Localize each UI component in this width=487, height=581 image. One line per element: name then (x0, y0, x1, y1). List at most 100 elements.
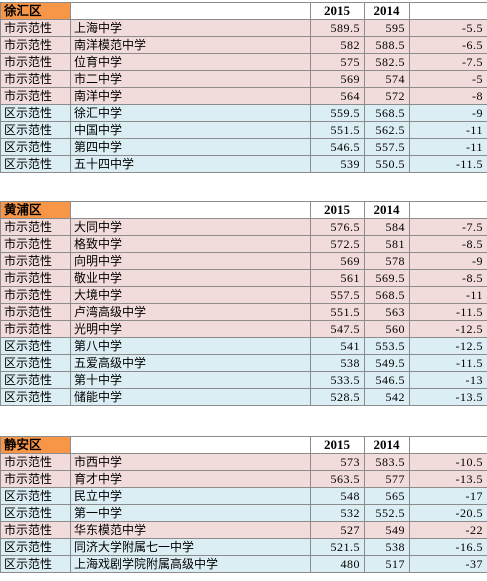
table-row: 区示范性 民立中学 548 565 -17 (0, 487, 487, 505)
score-2015: 582 (310, 36, 365, 54)
table-row: 区示范性 第四中学 546.5 557.5 -11 (0, 138, 487, 156)
score-difference: -16.5 (409, 538, 487, 556)
table-row: 市示范性 大境中学 557.5 568.5 -11 (0, 286, 487, 304)
score-difference: -37 (409, 555, 487, 573)
table-row: 市示范性 格致中学 572.5 581 -8.5 (0, 235, 487, 253)
score-2014: 578 (364, 252, 410, 270)
score-2015: 538 (310, 354, 365, 372)
table-row: 市示范性 光明中学 547.5 560 -12.5 (0, 320, 487, 338)
school-name: 第四中学 (70, 138, 311, 156)
score-2014: 583.5 (364, 453, 410, 471)
score-difference: -6.5 (409, 36, 487, 54)
score-2014: 584 (364, 218, 410, 236)
school-type: 市示范性 (0, 218, 71, 236)
score-difference: -11 (409, 138, 487, 156)
score-2014: 542 (364, 388, 410, 406)
section-xuhui: 徐汇区 2015 2014 市示范性 上海中学 589.5 595 -5.5 市示范性 南洋模范中… (0, 2, 487, 173)
score-difference: -8 (409, 87, 487, 105)
score-2014: 574 (364, 70, 410, 88)
score-2014: 538 (364, 538, 410, 556)
school-type: 区示范性 (0, 504, 71, 522)
score-2015: 576.5 (310, 218, 365, 236)
score-difference: -13.5 (409, 388, 487, 406)
school-type: 区示范性 (0, 155, 71, 173)
score-difference: -7.5 (409, 218, 487, 236)
table-row: 区示范性 同济大学附属七一中学 521.5 538 -16.5 (0, 538, 487, 556)
score-2014: 572 (364, 87, 410, 105)
score-table-xuhui: 徐汇区 2015 2014 市示范性 上海中学 589.5 595 -5.5 市示范性 南洋模范中… (0, 2, 487, 173)
school-name: 上海中学 (70, 19, 311, 37)
table-row: 市示范性 育才中学 563.5 577 -13.5 (0, 470, 487, 488)
score-difference: -8.5 (409, 235, 487, 253)
score-2014: 549 (364, 521, 410, 539)
score-table-huangpu: 黄浦区 2015 2014 市示范性 大同中学 576.5 584 -7.5 市示范性 格致中学 5… (0, 201, 487, 406)
school-type: 市示范性 (0, 453, 71, 471)
score-2014: 553.5 (364, 337, 410, 355)
table-row: 区示范性 第一中学 532 552.5 -20.5 (0, 504, 487, 522)
school-name: 南洋模范中学 (70, 36, 311, 54)
school-type: 区示范性 (0, 337, 71, 355)
table-row: 市示范性 敬业中学 561 569.5 -8.5 (0, 269, 487, 287)
score-2015: 573 (310, 453, 365, 471)
score-2015: 551.5 (310, 303, 365, 321)
score-2014: 569.5 (364, 269, 410, 287)
year-2014-header: 2014 (364, 201, 410, 219)
header-blank (70, 2, 311, 20)
school-type: 区示范性 (0, 388, 71, 406)
school-type: 市示范性 (0, 53, 71, 71)
score-2014: 595 (364, 19, 410, 37)
school-name: 徐汇中学 (70, 104, 311, 122)
score-difference: -9 (409, 252, 487, 270)
table-row: 区示范性 储能中学 528.5 542 -13.5 (0, 388, 487, 406)
table-row: 区示范性 第十中学 533.5 546.5 -13 (0, 371, 487, 389)
school-name: 位育中学 (70, 53, 311, 71)
score-2014: 517 (364, 555, 410, 573)
school-type: 市示范性 (0, 470, 71, 488)
score-2014: 577 (364, 470, 410, 488)
table-row: 区示范性 徐汇中学 559.5 568.5 -9 (0, 104, 487, 122)
score-difference: -13 (409, 371, 487, 389)
school-name: 民立中学 (70, 487, 311, 505)
section-jingan: 静安区 2015 2014 市示范性 市西中学 573 583.5 -10.5 市示范性 育才中学… (0, 436, 487, 573)
school-type: 区示范性 (0, 555, 71, 573)
district-header-row: 徐汇区 2015 2014 (0, 2, 487, 20)
score-2014: 568.5 (364, 286, 410, 304)
table-row: 区示范性 上海戏剧学院附属高级中学 480 517 -37 (0, 555, 487, 573)
score-2015: 557.5 (310, 286, 365, 304)
score-2014: 549.5 (364, 354, 410, 372)
score-difference: -13.5 (409, 470, 487, 488)
school-type: 市示范性 (0, 521, 71, 539)
score-difference: -5.5 (409, 19, 487, 37)
section-huangpu: 黄浦区 2015 2014 市示范性 大同中学 576.5 584 -7.5 市示范性 格致中学 5… (0, 201, 487, 406)
header-blank (409, 436, 487, 454)
district-header-row: 黄浦区 2015 2014 (0, 201, 487, 219)
school-name: 大同中学 (70, 218, 311, 236)
school-name: 同济大学附属七一中学 (70, 538, 311, 556)
school-name: 敬业中学 (70, 269, 311, 287)
score-2015: 521.5 (310, 538, 365, 556)
table-row: 市示范性 上海中学 589.5 595 -5.5 (0, 19, 487, 37)
table-row: 市示范性 大同中学 576.5 584 -7.5 (0, 218, 487, 236)
score-2015: 561 (310, 269, 365, 287)
score-2015: 551.5 (310, 121, 365, 139)
score-difference: -17 (409, 487, 487, 505)
score-2014: 563 (364, 303, 410, 321)
school-name: 大境中学 (70, 286, 311, 304)
school-type: 区示范性 (0, 121, 71, 139)
school-name: 五爱高级中学 (70, 354, 311, 372)
school-name: 南洋中学 (70, 87, 311, 105)
score-2015: 533.5 (310, 371, 365, 389)
table-row: 区示范性 中国中学 551.5 562.5 -11 (0, 121, 487, 139)
school-name: 上海戏剧学院附属高级中学 (70, 555, 311, 573)
score-difference: -20.5 (409, 504, 487, 522)
district-name: 黄浦区 (0, 201, 71, 219)
table-row: 市示范性 卢湾高级中学 551.5 563 -11.5 (0, 303, 487, 321)
score-2015: 589.5 (310, 19, 365, 37)
score-2015: 532 (310, 504, 365, 522)
school-name: 育才中学 (70, 470, 311, 488)
school-type: 市示范性 (0, 320, 71, 338)
score-2015: 548 (310, 487, 365, 505)
score-2015: 563.5 (310, 470, 365, 488)
table-row: 市示范性 华东模范中学 527 549 -22 (0, 521, 487, 539)
score-difference: -8.5 (409, 269, 487, 287)
